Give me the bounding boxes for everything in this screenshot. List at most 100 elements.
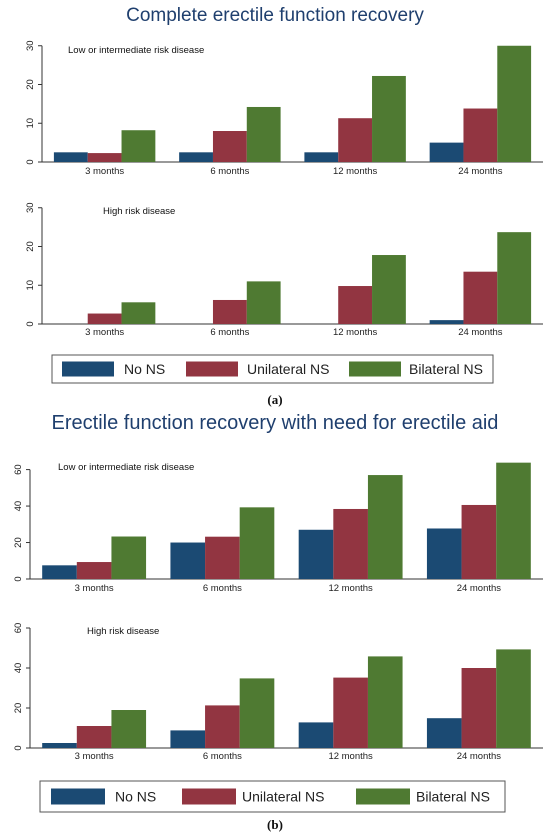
bar-unilateral-ns	[333, 508, 368, 579]
bar-no-ns	[170, 730, 206, 748]
y-tick-label: 20	[13, 537, 24, 548]
bar-no-ns	[429, 320, 464, 324]
legend-label: Bilateral NS	[416, 789, 490, 805]
bar-bilateral-ns	[121, 302, 156, 324]
y-tick-label: 20	[13, 703, 24, 714]
legend-swatch	[349, 361, 401, 377]
bar-no-ns	[53, 152, 88, 162]
y-tick-label: 60	[13, 464, 24, 475]
category-label: 24 months	[458, 327, 503, 338]
y-tick-label: 10	[25, 280, 36, 291]
legend-swatch	[186, 361, 238, 377]
figure-b-caption: (b)	[267, 817, 283, 832]
bar-unilateral-ns	[76, 562, 112, 579]
bar-unilateral-ns	[461, 668, 497, 748]
bar-bilateral-ns	[367, 656, 403, 748]
category-label: 6 months	[210, 327, 249, 338]
bar-bilateral-ns	[246, 281, 281, 324]
bar-no-ns	[304, 152, 339, 162]
legend-label: No NS	[115, 789, 156, 805]
y-tick-label: 60	[13, 623, 24, 634]
y-tick-label: 10	[25, 118, 36, 129]
category-label: 6 months	[210, 166, 249, 177]
bar-bilateral-ns	[496, 462, 531, 579]
y-tick-label: 0	[25, 321, 36, 326]
panel-subtitle: High risk disease	[87, 626, 159, 637]
category-label: 12 months	[328, 583, 373, 594]
legend-swatch	[51, 788, 105, 805]
y-tick-label: 0	[25, 159, 36, 164]
bar-bilateral-ns	[246, 106, 281, 162]
legend-a: No NS Unilateral NS Bilateral NS	[51, 354, 494, 384]
y-tick-label: 30	[25, 202, 36, 213]
legend-label: Bilateral NS	[409, 361, 483, 377]
category-label: 3 months	[85, 327, 124, 338]
panel-subtitle: Low or intermediate risk disease	[58, 462, 194, 473]
bar-no-ns	[42, 743, 77, 748]
category-label: 12 months	[333, 166, 378, 177]
bar-bilateral-ns	[497, 232, 532, 324]
legend-swatch	[356, 788, 410, 805]
bar-no-ns	[179, 152, 213, 162]
bar-no-ns	[298, 529, 334, 579]
panel-a-low-risk: 0 10 20 30 Low or intermediate risk disease 3…	[25, 40, 543, 177]
legend-box	[39, 780, 506, 813]
bar-unilateral-ns	[87, 153, 122, 162]
legend-label: Unilateral NS	[242, 789, 324, 805]
bar-bilateral-ns	[367, 475, 403, 579]
category-label: 6 months	[203, 751, 242, 762]
panel-subtitle: High risk disease	[103, 206, 175, 217]
panel-b-high-risk: 0 20 40 60 High risk disease 3 months 6 months…	[13, 623, 543, 762]
panel-a-high-risk: 0 10 20 30 High risk disease 3 months 6 months…	[25, 202, 543, 338]
bar-bilateral-ns	[121, 130, 156, 162]
bar-bilateral-ns	[239, 507, 275, 579]
category-label: 24 months	[457, 583, 502, 594]
bar-unilateral-ns	[333, 677, 368, 748]
y-tick-label: 40	[13, 663, 24, 674]
panel-b-low-risk: 0 20 40 60 Low or intermediate risk disease 3…	[13, 462, 543, 594]
bar-bilateral-ns	[239, 678, 275, 748]
category-label: 3 months	[75, 751, 114, 762]
category-label: 24 months	[457, 751, 502, 762]
bar-unilateral-ns	[338, 118, 373, 162]
bar-unilateral-ns	[205, 705, 240, 748]
legend-swatch	[62, 361, 114, 377]
bar-unilateral-ns	[205, 536, 240, 579]
bar-bilateral-ns	[497, 45, 532, 162]
y-tick-label: 30	[25, 40, 36, 51]
bar-no-ns	[426, 718, 462, 748]
legend-label: No NS	[124, 361, 165, 377]
bar-bilateral-ns	[372, 255, 406, 324]
bar-bilateral-ns	[372, 75, 406, 162]
y-tick-label: 0	[13, 576, 24, 581]
category-label: 3 months	[85, 166, 124, 177]
legend-label: Unilateral NS	[247, 361, 329, 377]
bar-unilateral-ns	[76, 726, 112, 748]
figure-b-title: Erectile function recovery with need for…	[52, 412, 499, 434]
figure-a-title: Complete erectile function recovery	[126, 5, 424, 26]
bar-bilateral-ns	[111, 536, 147, 579]
legend-swatch	[182, 788, 236, 805]
bar-no-ns	[298, 722, 334, 748]
figure-a-caption: (a)	[267, 392, 282, 407]
bar-no-ns	[170, 542, 206, 579]
bar-unilateral-ns	[463, 108, 498, 162]
bar-no-ns	[429, 142, 464, 162]
y-tick-label: 20	[25, 79, 36, 90]
bar-bilateral-ns	[111, 710, 147, 748]
bar-unilateral-ns	[212, 299, 247, 324]
category-label: 24 months	[458, 166, 503, 177]
bar-bilateral-ns	[496, 649, 531, 748]
bar-unilateral-ns	[461, 504, 497, 579]
legend-box	[51, 354, 494, 384]
bar-unilateral-ns	[212, 131, 247, 162]
bar-unilateral-ns	[87, 313, 122, 324]
bar-no-ns	[42, 565, 77, 579]
category-label: 3 months	[75, 583, 114, 594]
legend-b: No NS Unilateral NS Bilateral NS	[39, 780, 506, 813]
bar-unilateral-ns	[338, 286, 373, 324]
y-tick-label: 20	[25, 241, 36, 252]
y-tick-label: 40	[13, 501, 24, 512]
category-label: 12 months	[328, 751, 373, 762]
